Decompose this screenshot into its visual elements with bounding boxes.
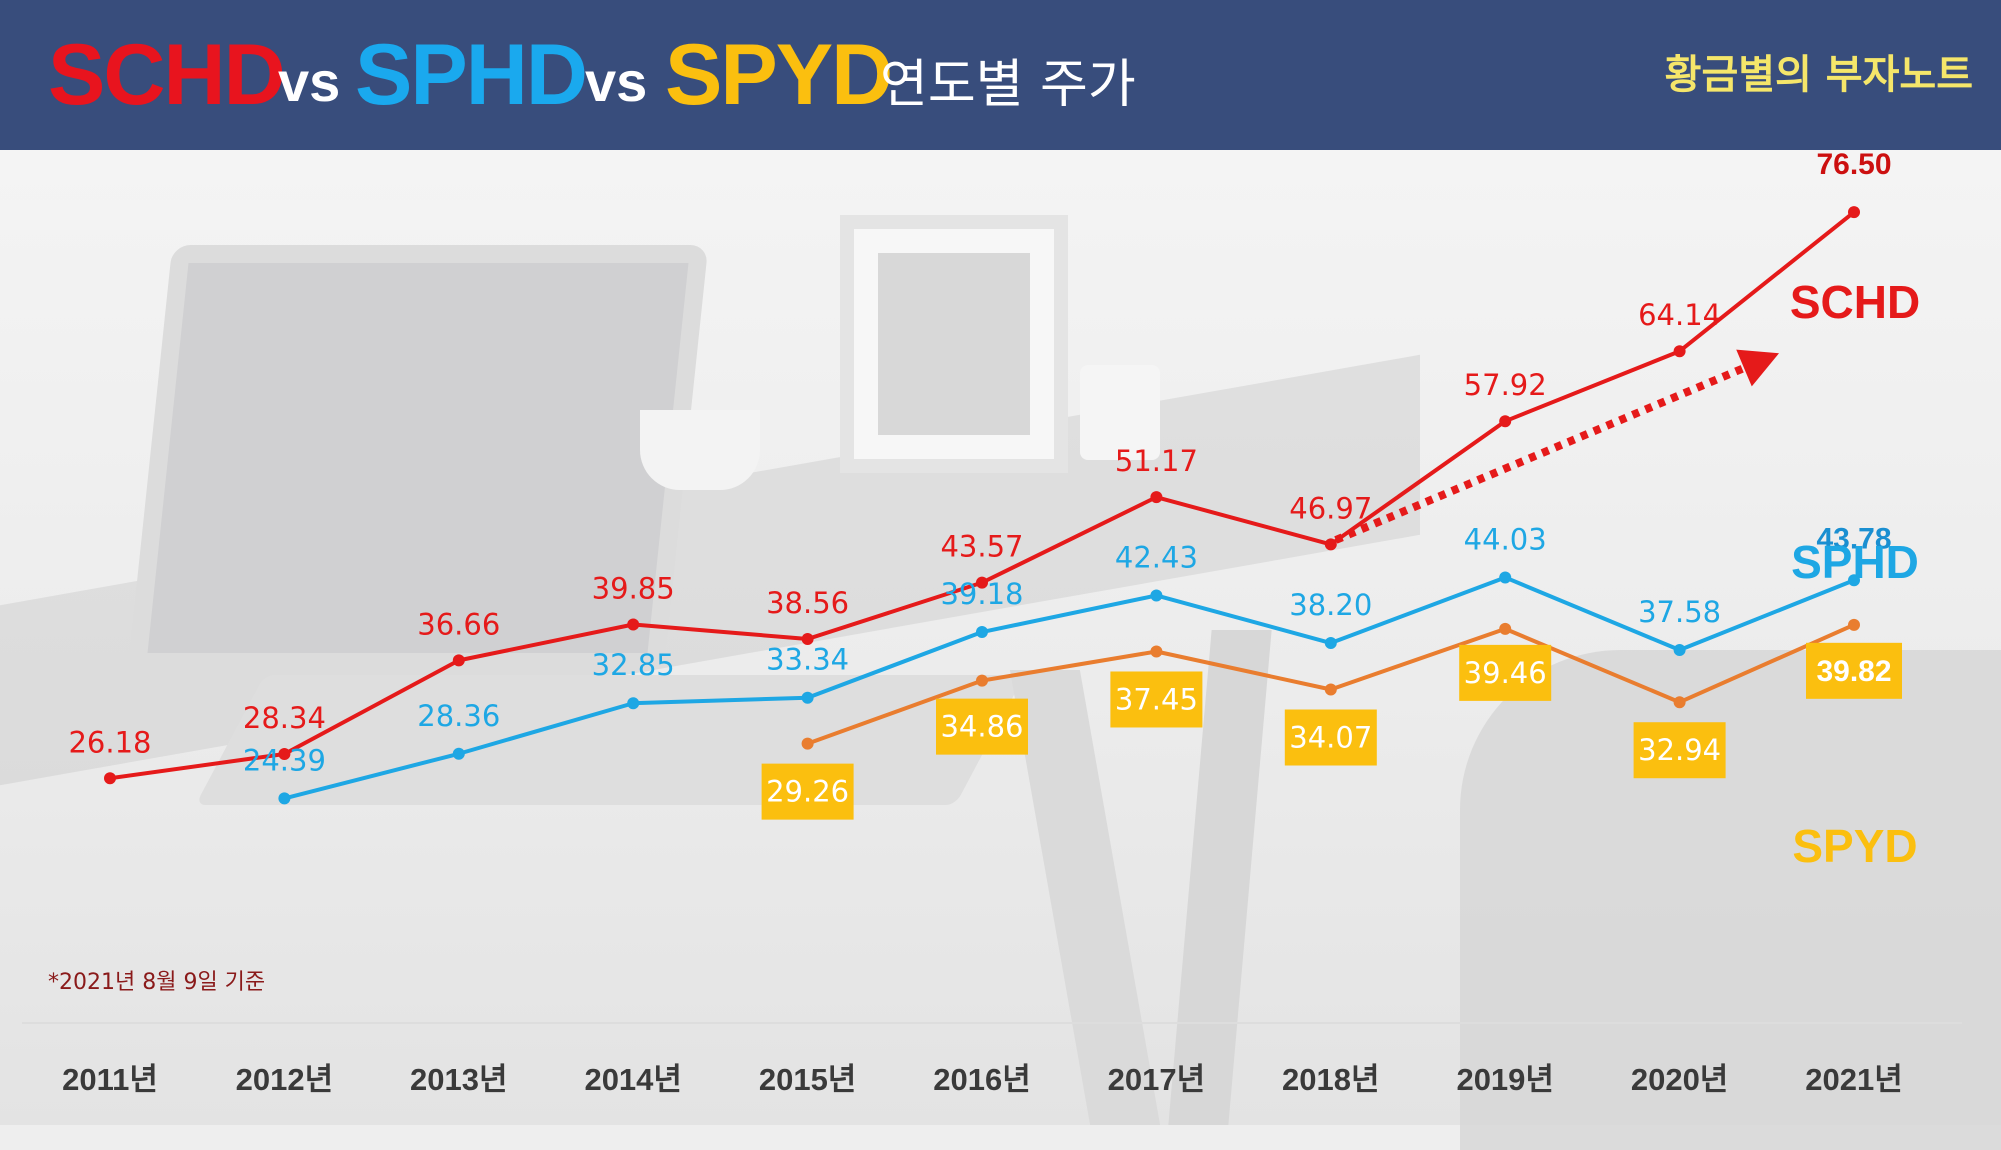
data-point-spyd xyxy=(1848,618,1860,631)
data-point-spyd xyxy=(976,674,988,687)
axis-divider xyxy=(22,1022,1962,1024)
x-tick-label: 2018년 xyxy=(1282,1062,1379,1097)
x-tick-label: 2011년 xyxy=(62,1062,158,1097)
x-tick-label: 2021년 xyxy=(1805,1062,1902,1097)
value-label-sphd: 28.36 xyxy=(417,699,500,733)
value-label-schd: 39.85 xyxy=(592,571,675,605)
data-point-sphd xyxy=(452,747,465,760)
data-point-sphd xyxy=(976,626,988,639)
value-label-sphd: 43.78 xyxy=(1816,522,1891,555)
value-label-schd: 26.18 xyxy=(68,725,151,759)
value-label-box-spyd xyxy=(936,698,1028,755)
title-vs-1: vs xyxy=(278,50,341,113)
series-name-spyd: SPYD xyxy=(1792,820,1917,872)
data-point-schd xyxy=(1324,538,1337,551)
data-point-spyd xyxy=(1499,622,1512,635)
data-point-schd xyxy=(104,772,116,785)
value-label-spyd: 39.82 xyxy=(1816,655,1891,688)
title-sphd: SPHD xyxy=(355,27,588,123)
x-tick-label: 2013년 xyxy=(410,1062,507,1097)
series-name-sphd: SPHD xyxy=(1791,536,1919,588)
data-point-sphd xyxy=(278,792,291,805)
x-tick-label: 2019년 xyxy=(1456,1062,1553,1097)
x-tick-label: 2014년 xyxy=(584,1062,681,1097)
value-label-sphd: 37.58 xyxy=(1638,595,1721,629)
data-point-schd xyxy=(627,618,640,631)
x-tick-label: 2015년 xyxy=(759,1062,856,1097)
value-label-box-spyd xyxy=(1633,722,1726,779)
x-tick-label: 2020년 xyxy=(1631,1062,1728,1097)
data-point-schd xyxy=(1499,415,1512,428)
chart-subtitle: 연도별 주가 xyxy=(880,55,1136,115)
value-label-sphd: 24.39 xyxy=(243,743,326,777)
x-tick-label: 2017년 xyxy=(1108,1062,1205,1097)
value-label-spyd: 37.45 xyxy=(1115,682,1198,716)
data-point-spyd xyxy=(1150,645,1163,658)
data-point-schd xyxy=(452,654,465,667)
series-line-schd xyxy=(109,210,1856,781)
candle-shape xyxy=(1080,365,1160,460)
x-tick-label: 2012년 xyxy=(236,1062,333,1097)
data-point-sphd xyxy=(1150,589,1163,602)
data-point-spyd xyxy=(801,737,814,750)
value-label-box-spyd xyxy=(761,763,854,820)
data-point-sphd xyxy=(1499,571,1512,584)
value-label-schd: 43.57 xyxy=(940,530,1023,564)
value-label-sphd: 39.18 xyxy=(940,577,1023,611)
value-label-schd: 57.92 xyxy=(1464,368,1547,402)
value-label-schd: 46.97 xyxy=(1289,491,1372,525)
x-tick-label: 2016년 xyxy=(933,1062,1030,1097)
data-point-spyd xyxy=(1673,696,1686,709)
value-label-schd: 36.66 xyxy=(417,607,500,641)
data-point-schd xyxy=(1673,345,1686,358)
trend-arrow-head xyxy=(1736,349,1780,387)
data-point-schd xyxy=(1150,491,1163,504)
value-label-sphd: 33.34 xyxy=(766,643,849,677)
data-point-sphd xyxy=(801,691,814,704)
value-label-box-spyd xyxy=(1459,644,1552,701)
data-point-sphd xyxy=(1324,637,1337,650)
data-point-sphd xyxy=(1673,644,1686,657)
data-point-schd xyxy=(1848,206,1860,219)
value-label-schd: 76.50 xyxy=(1816,148,1891,181)
value-label-box-spyd xyxy=(1284,709,1377,766)
value-label-sphd: 42.43 xyxy=(1115,540,1198,574)
value-label-schd: 28.34 xyxy=(243,701,326,735)
title-spyd: SPYD xyxy=(665,27,893,123)
cup-shape xyxy=(640,410,760,490)
data-point-schd xyxy=(976,576,988,589)
series-name-schd: SCHD xyxy=(1790,276,1920,328)
data-point-schd xyxy=(801,633,814,645)
value-label-schd: 64.14 xyxy=(1638,298,1721,332)
value-label-spyd: 32.94 xyxy=(1638,733,1721,767)
value-label-box-spyd xyxy=(1110,671,1203,728)
chair-shape xyxy=(1460,650,2001,1150)
photo-frame-shape xyxy=(840,215,1068,473)
value-label-spyd: 34.07 xyxy=(1289,721,1372,755)
line-chart: 26.18 28.34 36.66 39.85 38.56 43.57 51.17 46.97… xyxy=(62,148,1920,1097)
title-vs-2: vs xyxy=(585,50,648,113)
value-label-sphd: 44.03 xyxy=(1464,522,1547,556)
value-label-sphd: 38.20 xyxy=(1289,588,1372,622)
trend-arrow-line xyxy=(1334,364,1746,544)
data-point-spyd xyxy=(1324,683,1337,696)
title-bar: SCHD vs SPHD vs SPYD 연도별 주가 황금별의 부자노트 xyxy=(0,0,2001,150)
data-point-schd xyxy=(278,747,291,760)
series-line-sphd xyxy=(283,575,1855,801)
brand-label: 황금별의 부자노트 xyxy=(1664,52,1973,98)
data-point-sphd xyxy=(1848,574,1860,587)
value-label-schd: 38.56 xyxy=(766,586,849,620)
data-point-sphd xyxy=(627,697,640,710)
value-label-spyd: 29.26 xyxy=(766,775,849,809)
value-label-schd: 51.17 xyxy=(1115,444,1198,478)
value-label-spyd: 39.46 xyxy=(1464,656,1547,690)
title-schd: SCHD xyxy=(48,27,286,123)
value-label-sphd: 32.85 xyxy=(592,648,675,682)
value-label-spyd: 34.86 xyxy=(940,710,1023,744)
value-label-box-spyd xyxy=(1806,642,1902,699)
background-photo xyxy=(0,150,2001,1150)
date-footnote: *2021년 8월 9일 기준 xyxy=(48,970,266,995)
